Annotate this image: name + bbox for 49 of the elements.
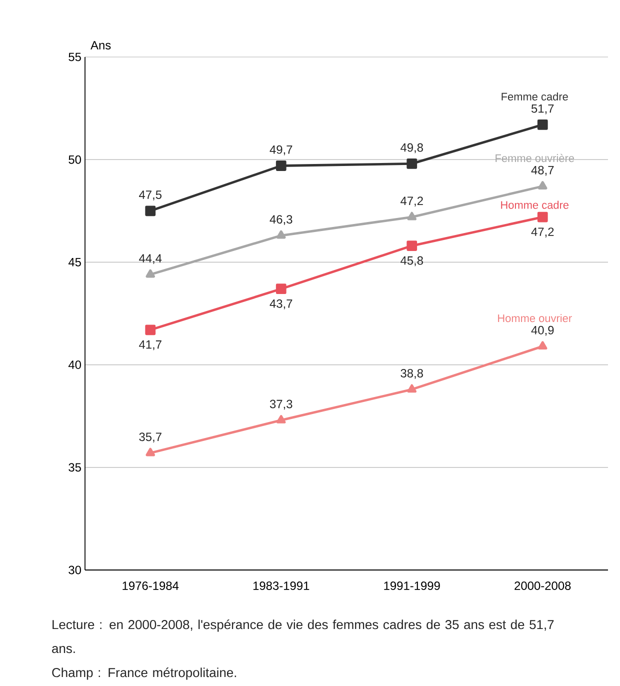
data-label: 47,2 — [531, 228, 554, 238]
y-axis-title: Ans — [90, 41, 111, 50]
y-tick-label: 30 — [68, 566, 82, 574]
data-label: 45,8 — [400, 256, 423, 266]
point — [276, 160, 286, 171]
point — [146, 269, 156, 278]
data-label: 48,7 — [531, 166, 554, 176]
x-tick-label: 1983-1991 — [253, 582, 310, 590]
data-label: 43,7 — [270, 299, 292, 310]
text: Champ : France métropolitaine. — [52, 668, 236, 680]
y-tick-label: 55 — [68, 52, 81, 62]
data-label: 47,2 — [400, 196, 423, 207]
text: Femme cadre — [502, 92, 568, 101]
data-label: 51,7 — [531, 104, 554, 114]
x-tick-label: 2000-2008 — [514, 582, 571, 590]
series-label: Homme cadre — [501, 200, 569, 209]
point — [406, 240, 418, 251]
point — [537, 212, 548, 222]
x-tick-label: 1991-1999 — [384, 582, 440, 590]
data-label: 37,3 — [270, 400, 292, 410]
text: Femme ouvrière — [496, 154, 574, 162]
text: Lecture : en 2000-2008, l'espérance de vie des femmes cadres de 35 ans est de 51,7 ans. — [52, 620, 554, 654]
data-label: 40,9 — [531, 326, 554, 336]
point — [407, 384, 417, 393]
point — [407, 212, 417, 220]
point — [537, 120, 548, 130]
y-tick-label: 35 — [68, 463, 81, 472]
data-label: 44,4 — [139, 254, 162, 264]
data-label: 46,3 — [270, 215, 292, 225]
point — [538, 181, 548, 190]
data-label: 41,7 — [139, 340, 162, 350]
point — [146, 448, 156, 456]
point — [276, 415, 286, 424]
point — [145, 206, 156, 216]
point — [276, 284, 286, 294]
data-label: 49,7 — [270, 145, 292, 156]
point — [145, 324, 156, 336]
point — [276, 230, 286, 239]
text: Homme ouvrier — [498, 314, 572, 322]
data-label: 35,7 — [139, 432, 162, 443]
x-tick-label: 1976-1984 — [122, 582, 179, 590]
point — [406, 158, 418, 169]
data-label: 49,8 — [400, 143, 423, 154]
data-label: 38,8 — [400, 369, 423, 379]
y-tick-label: 45 — [68, 258, 81, 266]
point — [538, 341, 548, 350]
y-tick-label: 50 — [68, 155, 82, 164]
data-label: 47,5 — [139, 190, 162, 200]
y-tick-label: 40 — [68, 360, 82, 370]
